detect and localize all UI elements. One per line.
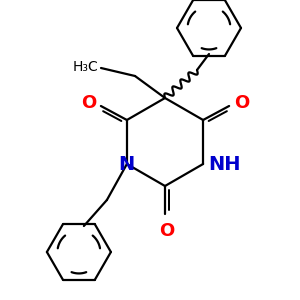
Text: O: O xyxy=(159,222,175,240)
Text: O: O xyxy=(81,94,96,112)
Text: NH: NH xyxy=(208,154,241,173)
Text: O: O xyxy=(234,94,249,112)
Text: H₃C: H₃C xyxy=(72,60,98,74)
Text: N: N xyxy=(118,154,134,173)
